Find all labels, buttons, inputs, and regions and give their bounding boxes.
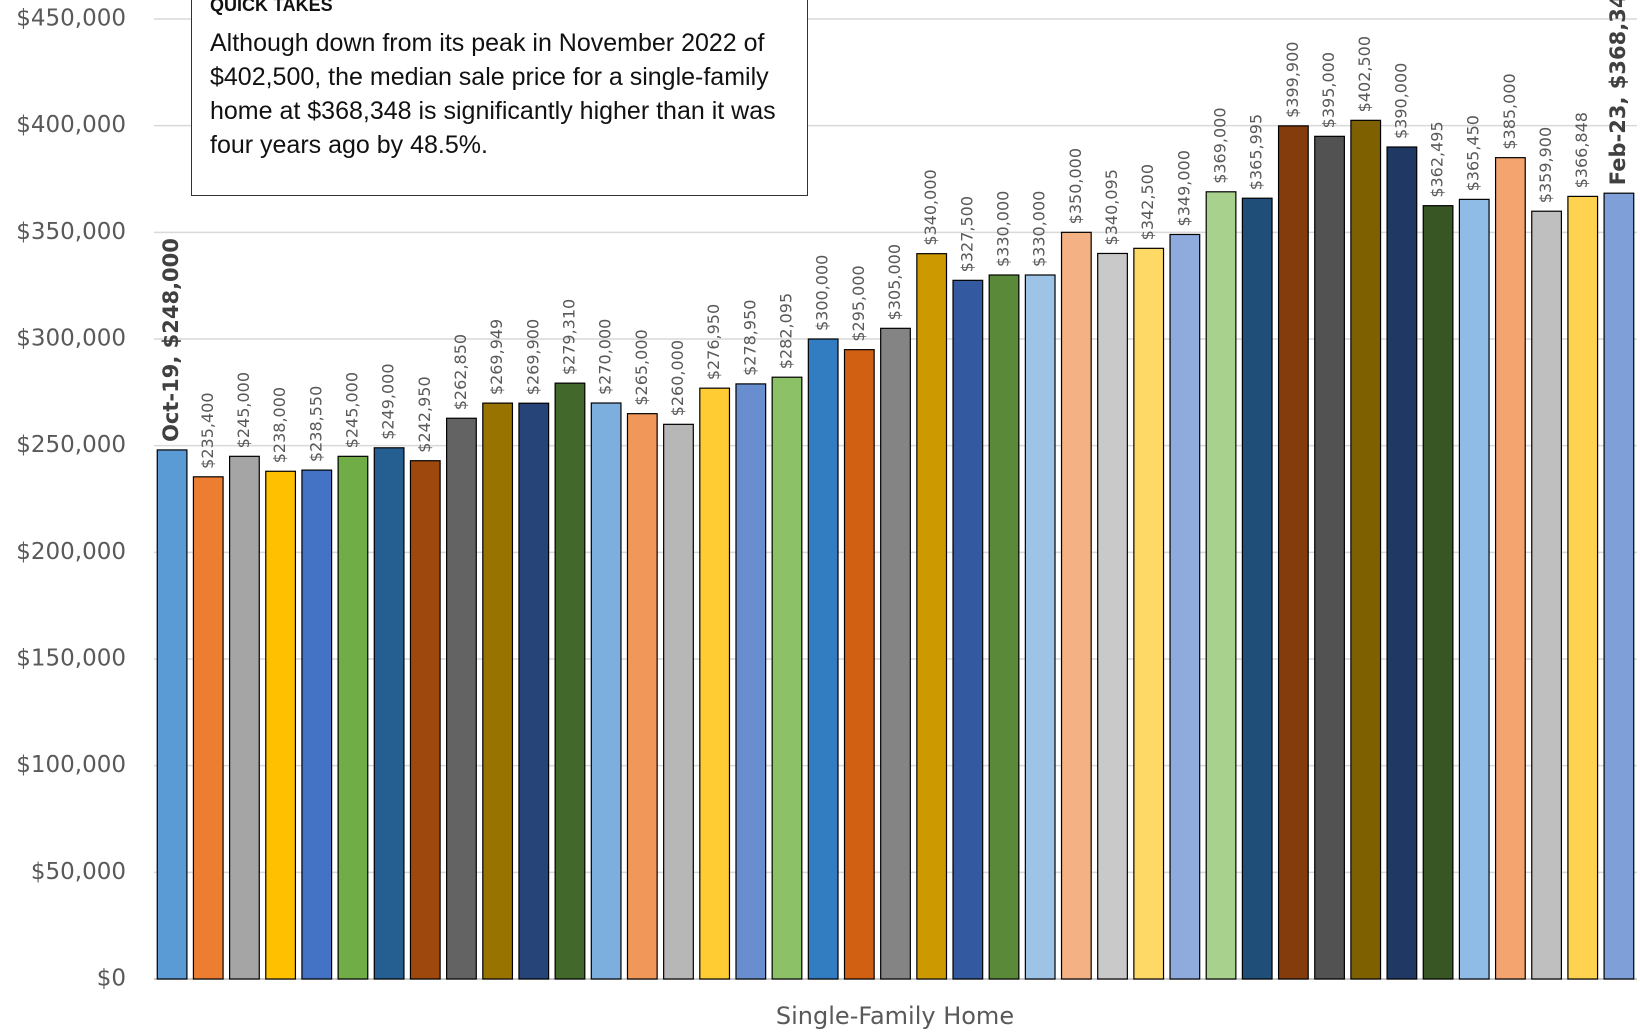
- bar: [843, 349, 875, 980]
- data-label: $262,850: [451, 334, 470, 410]
- bar: [1024, 274, 1056, 980]
- bar: [518, 402, 550, 980]
- data-label: $276,950: [704, 304, 723, 380]
- bar: [482, 402, 514, 980]
- bar: [1567, 195, 1599, 980]
- bar: [446, 417, 477, 980]
- data-label: $390,000: [1391, 63, 1410, 139]
- data-label: $349,000: [1174, 150, 1193, 226]
- data-label: $260,000: [668, 340, 687, 416]
- y-tick-label: $150,000: [16, 646, 126, 672]
- data-label: $340,095: [1102, 169, 1121, 245]
- bar: [1169, 233, 1201, 980]
- bar: [156, 449, 188, 980]
- x-axis-label: Single-Family Home: [776, 1002, 1014, 1030]
- bar: [880, 327, 911, 980]
- data-label: $399,900: [1283, 42, 1302, 118]
- bar: [1097, 252, 1128, 980]
- annotation-box: QUICK TAKES Although down from its peak …: [191, 0, 808, 196]
- data-label: $385,000: [1500, 73, 1519, 149]
- y-tick-label: $200,000: [16, 539, 126, 565]
- data-label: $402,500: [1355, 36, 1374, 112]
- bar: [1603, 192, 1635, 980]
- bar: [590, 402, 622, 980]
- bar: [1241, 197, 1273, 980]
- data-label: $327,500: [957, 196, 976, 272]
- bar: [1205, 191, 1237, 980]
- annotation-title: QUICK TAKES: [210, 0, 333, 15]
- bar: [1133, 247, 1165, 980]
- data-label: $340,000: [921, 169, 940, 245]
- data-label: $330,000: [994, 191, 1013, 267]
- data-label: $365,995: [1247, 114, 1266, 190]
- y-tick-label: $450,000: [16, 6, 126, 32]
- data-label: $365,450: [1464, 115, 1483, 191]
- bar: [807, 338, 839, 980]
- data-label: $238,550: [306, 386, 325, 462]
- bar: [192, 476, 224, 980]
- bar: [337, 455, 369, 980]
- data-label: $269,900: [523, 319, 542, 395]
- y-tick-label: $350,000: [16, 219, 126, 245]
- data-label: $359,900: [1536, 127, 1555, 203]
- data-label: $242,950: [415, 376, 434, 452]
- bar: [916, 253, 948, 980]
- data-label: $305,000: [885, 244, 904, 320]
- data-label: $279,310: [559, 299, 578, 375]
- bar: [988, 274, 1020, 980]
- bar: [952, 279, 984, 980]
- y-tick-label: $250,000: [16, 432, 126, 458]
- data-label: $395,000: [1319, 52, 1338, 128]
- y-tick-label: $100,000: [16, 752, 126, 778]
- bar: [1314, 135, 1345, 980]
- bar: [1531, 210, 1563, 980]
- bar: [1386, 146, 1418, 980]
- bar: [1277, 125, 1309, 980]
- bar: [554, 382, 586, 980]
- y-tick-label: $50,000: [31, 859, 126, 885]
- data-label: $278,950: [740, 300, 759, 376]
- data-label: $238,000: [270, 387, 289, 463]
- bar: [1494, 157, 1526, 980]
- data-label: $369,000: [1211, 107, 1230, 183]
- data-label: $362,495: [1428, 121, 1447, 197]
- data-label: $342,500: [1138, 164, 1157, 240]
- y-tick-label: $400,000: [16, 112, 126, 138]
- bar: [1422, 205, 1454, 980]
- data-label: $269,949: [487, 319, 506, 395]
- annotation-text: Although down from its peak in November …: [210, 29, 776, 159]
- y-tick-label: $300,000: [16, 326, 126, 352]
- data-label: $350,000: [1066, 148, 1085, 224]
- data-label: $300,000: [813, 255, 832, 331]
- bar: [301, 469, 333, 980]
- data-label: $295,000: [849, 265, 868, 341]
- data-label: $235,400: [198, 392, 217, 468]
- data-label: $249,000: [379, 363, 398, 439]
- data-label: $330,000: [1030, 191, 1049, 267]
- data-label: $270,000: [596, 319, 615, 395]
- bar: [265, 470, 297, 980]
- data-label: Feb-23, $368,348: [1606, 0, 1630, 185]
- bar: [1060, 231, 1092, 980]
- data-label: $245,000: [234, 372, 253, 448]
- bar: [699, 387, 731, 980]
- data-label: $265,000: [632, 329, 651, 405]
- bar: [626, 413, 658, 980]
- bar: [228, 455, 260, 980]
- data-label: $245,000: [342, 372, 361, 448]
- bar: [1350, 119, 1382, 980]
- bar: [1458, 198, 1490, 980]
- y-tick-label: $0: [97, 966, 126, 992]
- bar: [735, 383, 767, 980]
- data-label: Oct-19, $248,000: [159, 238, 183, 442]
- bar: [409, 460, 441, 980]
- bar: [771, 376, 803, 980]
- bar: [373, 447, 405, 980]
- data-label: $282,095: [776, 293, 795, 369]
- bar: [663, 423, 694, 980]
- data-label: $366,848: [1572, 112, 1591, 188]
